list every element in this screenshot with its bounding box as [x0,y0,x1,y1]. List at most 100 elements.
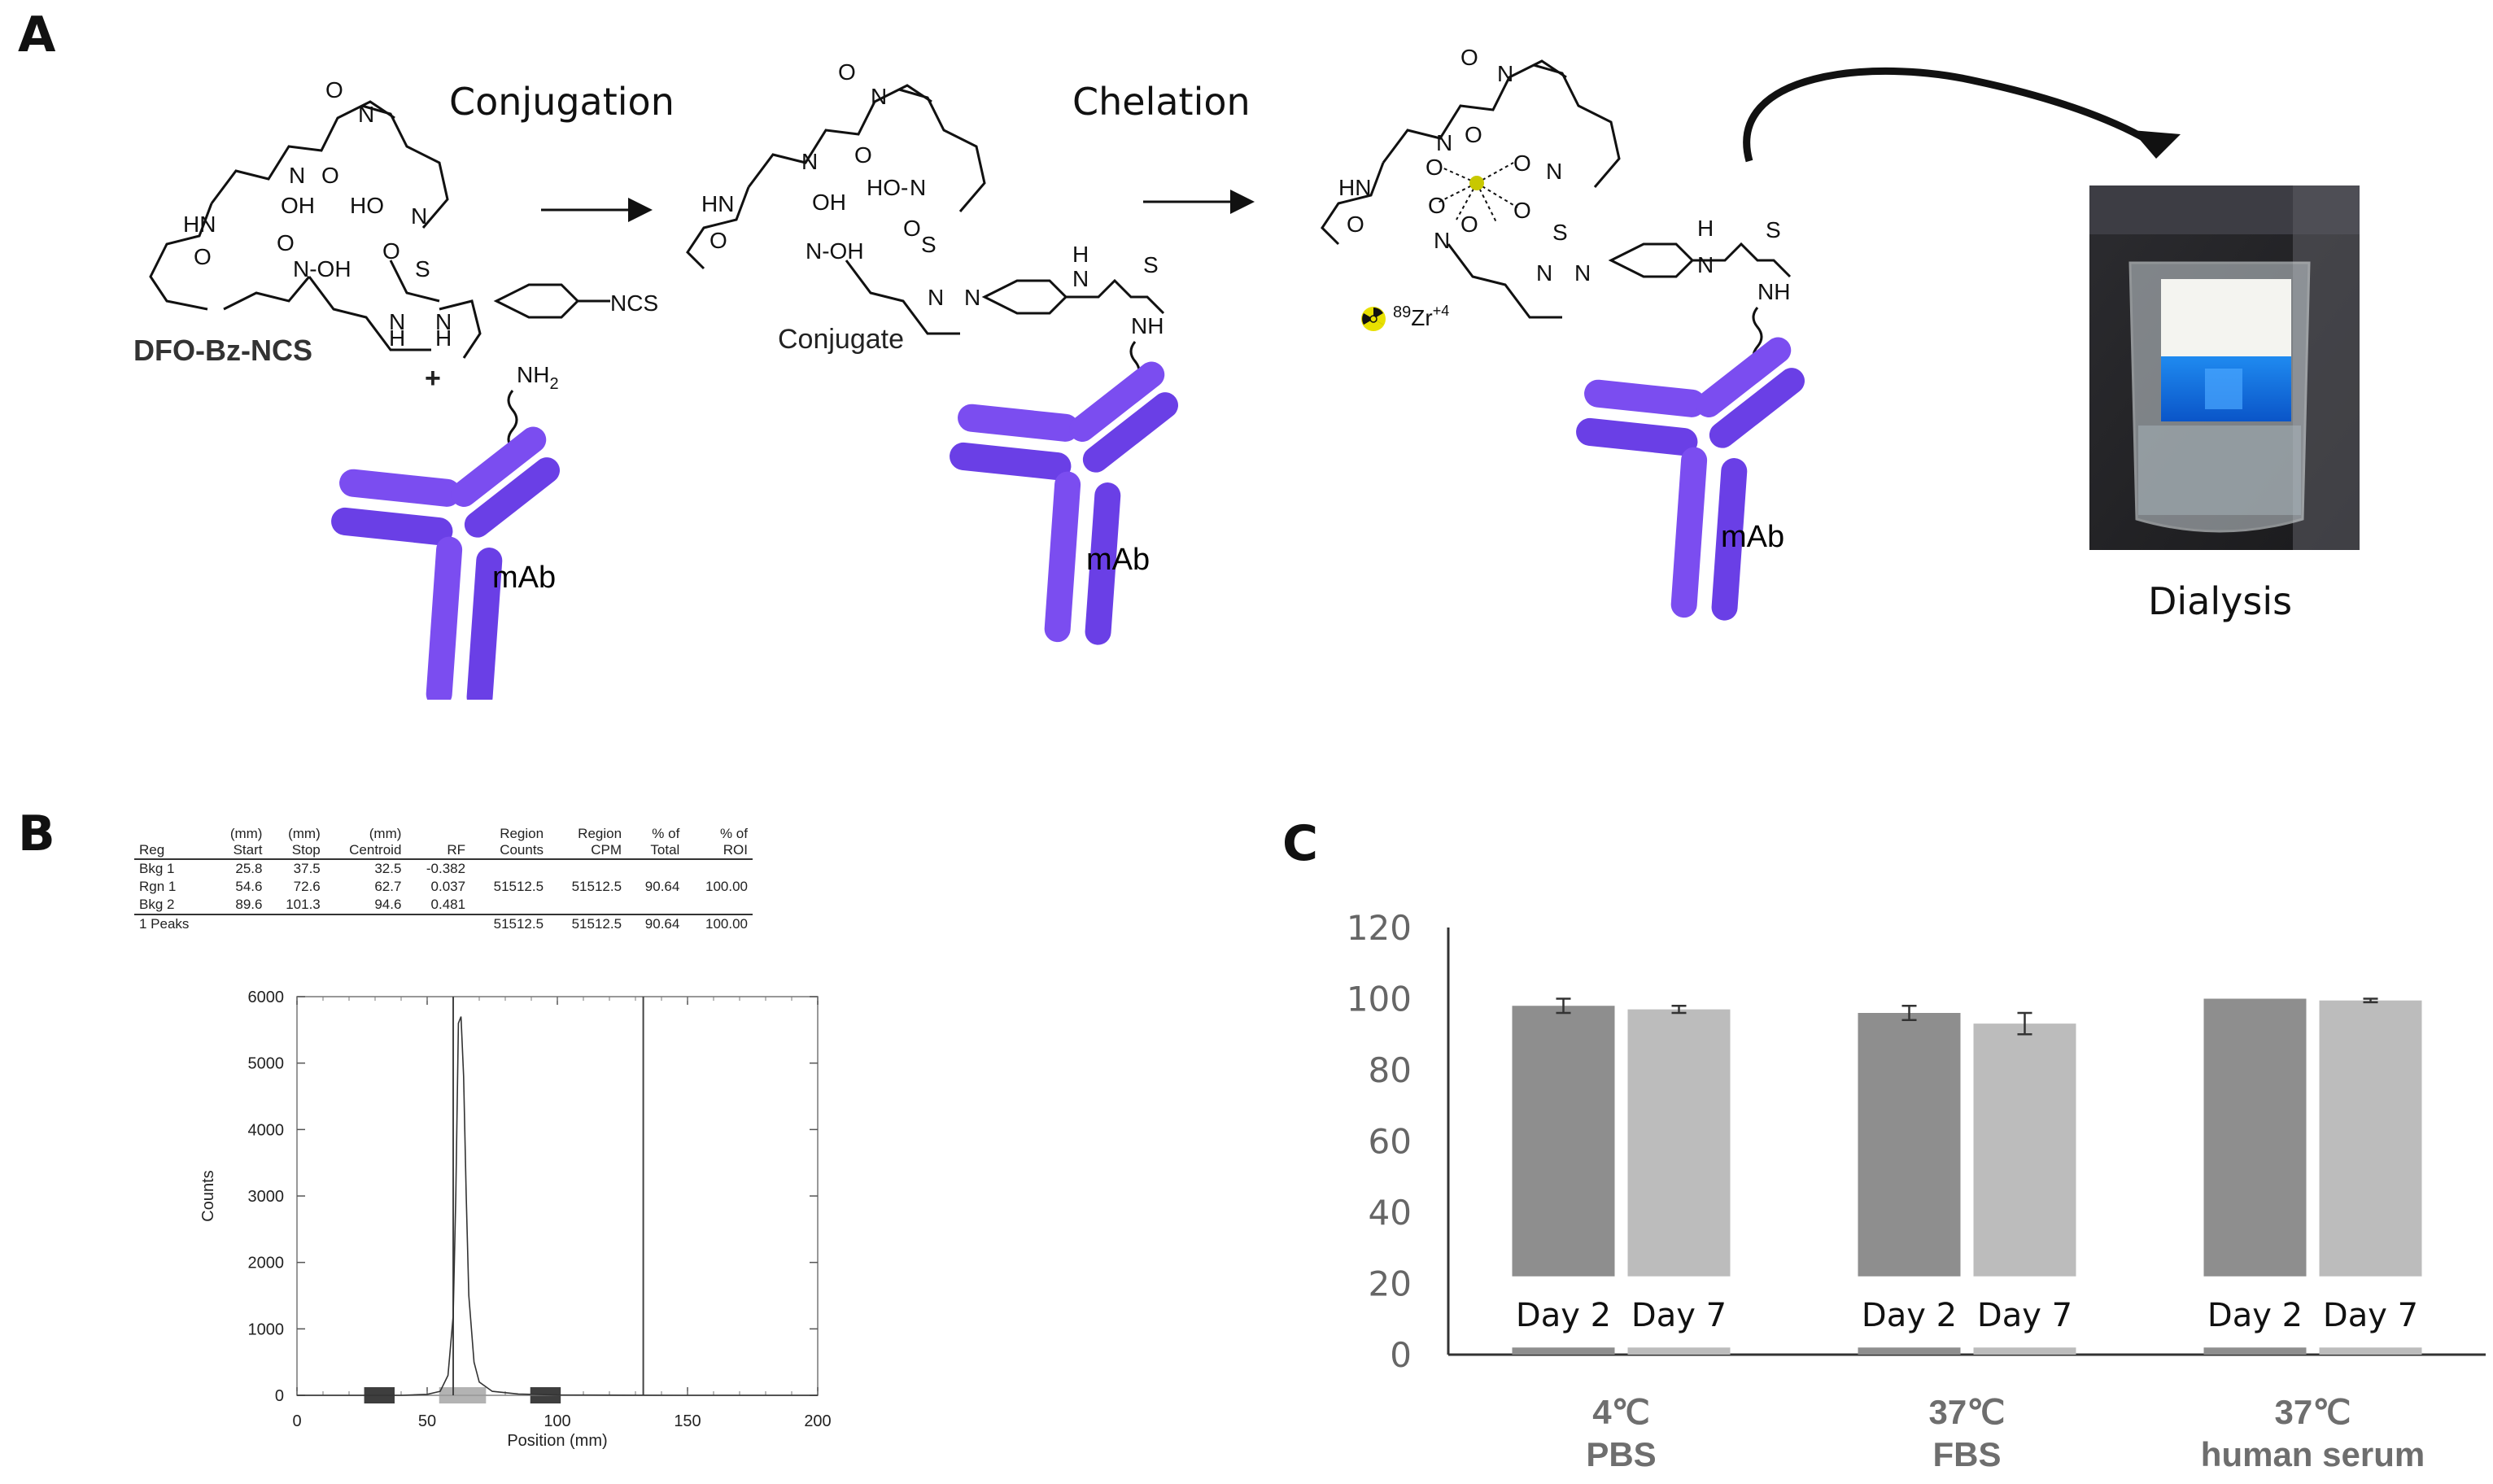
chem-h-4: H [1697,216,1714,241]
chem-nh-2: N [435,309,452,334]
tlc-table-cell [548,859,627,878]
tlc-y-axis-label: Counts [199,1170,217,1221]
tlc-region-table: Reg (mm) Start (mm) Stop (mm) Centroid RF Region… [134,826,753,933]
chem-nh-5: NH [1131,313,1164,338]
tlc-x-tick-label: 200 [804,1412,831,1430]
tlc-header-cell: (mm) Stop [288,826,321,858]
chem-o-7: O [854,142,872,168]
tlc-table-body: Bkg 1 25.8 37.5 32.5 -0.382 Rgn 1 54.6 72.6 62.7… [134,859,753,933]
conjugate-label: Conjugate [778,324,905,355]
chem-o-5: O [382,238,400,264]
chem-n-2: N [289,163,305,188]
chem-ho-2: HO- [867,175,908,200]
tlc-table-cell [684,859,753,878]
chem-hn-2: HN [701,191,734,216]
tlc-table-cell: 62.7 [374,879,402,894]
tlc-header-cell: (mm) Start [229,826,263,858]
chem-s-4: S [1552,220,1568,245]
chem-h-2: H [435,325,452,351]
chem-noh-2: N-OH [806,238,864,264]
ncs-label: NCS [610,290,658,316]
tlc-table-cell: 94.6 [374,897,402,912]
stab-series-label: Day 7 [2323,1297,2418,1334]
stab-series-label: Day 7 [1631,1297,1727,1334]
tlc-header-cell: RF [447,842,466,858]
chem-nh-8: NH [1757,279,1790,304]
curved-arrow-head [2132,130,2181,159]
chem-n-12: N [1697,252,1714,277]
panel-a-scheme: O N N O OH HO N HN O O N-OH O S N H N H … [149,45,2181,700]
mab-label-3: mAb [1721,520,1784,554]
tlc-table-cell: -0.382 [426,861,466,876]
curved-arrow [1743,67,2159,163]
tlc-table-cell: 0.481 [430,897,466,912]
panel-c-letter: C [1282,815,1319,872]
stab-y-tick-label: 60 [1369,1122,1412,1162]
stab-group-label-line1: 4℃ [1592,1393,1650,1431]
tlc-table-cell: 101.3 [286,897,321,912]
chem-n-10: N [1546,159,1562,184]
chem-o-3: O [194,244,212,269]
tlc-table-cell: 1 Peaks [134,914,212,933]
tlc-table-cell: 54.6 [235,879,263,894]
chem-o-2: O [321,163,339,188]
radioactive-icon [1361,307,1386,331]
stab-y-tick-label: 120 [1347,908,1412,948]
chem-nh-3: N [928,285,944,310]
chem-n-4: N [871,84,887,109]
tlc-table-cell [627,896,684,914]
tlc-y-tick-label: 4000 [248,1121,285,1139]
stab-group-label-line2: FBS [1933,1435,2002,1473]
tlc-table-cell: 72.6 [293,879,321,894]
chem-n-7: N [1072,266,1089,291]
zr-center [1469,176,1484,190]
chem-noh-1: N-OH [293,256,351,282]
chem-o-11: O [1465,122,1482,147]
chem-o-8: O [709,228,727,253]
chem-n-8: N [1497,61,1513,86]
tlc-table-cell [548,896,627,914]
tlc-y-tick-label: 2000 [248,1255,285,1272]
chem-n-11: N [1434,228,1450,253]
tlc-table-cell: 0.037 [430,879,466,894]
stab-y-tick-label: 40 [1369,1193,1412,1233]
tlc-table-row: Bkg 2 89.6 101.3 94.6 0.481 [134,896,753,914]
tlc-table-cell: Rgn 1 [139,879,177,894]
mab-label-1: mAb [492,561,556,595]
tlc-table-cell: 32.5 [374,861,402,876]
tlc-header-cell: % of ROI [719,826,748,858]
tlc-table-cell: 51512.5 [493,879,544,894]
stab-series-label: Day 2 [1862,1297,1957,1334]
tlc-table-cell: Bkg 2 [139,897,175,912]
chem-nh-7: N [1574,260,1591,286]
tlc-table-cell [627,859,684,878]
tlc-y-tick-label: 3000 [248,1188,285,1206]
stab-group-label-line2: human serum [2201,1435,2425,1473]
chem-hn-3: HN [1338,175,1371,200]
tlc-table-cell: 90.64 [644,879,680,894]
stab-group-label-line2: PBS [1586,1435,1656,1473]
chem-o-4: O [277,230,295,255]
chem-o-12: O [1426,155,1443,180]
tlc-x-tick-label: 100 [544,1412,570,1430]
dialysis-label: Dialysis [2148,579,2293,623]
tlc-x-tick-label: 150 [674,1412,701,1430]
tlc-trace [297,1016,818,1396]
stability-bar-chart: 0 20 40 60 80 100 120 Day 2 Day 7 4℃ PBS Day 2 Day 7… [1347,908,2486,1473]
antibody-3 [1574,332,1810,622]
dfo-structure-3 [1321,59,1792,319]
tlc-table-cell: 89.6 [235,897,263,912]
tlc-y-tick-label: 6000 [248,989,285,1006]
tlc-table-cell: 51512.5 [548,914,627,933]
isotope-label: 89Zr+4 [1393,303,1449,330]
chem-o-6: O [838,59,856,85]
stab-label-box [2195,1276,2315,1348]
tlc-table-cell: 51512.5 [571,879,622,894]
chem-hn-1: HN [183,212,216,237]
chem-nh-4: N [964,285,980,310]
tlc-table-cell: 100.00 [684,914,753,933]
chem-o-14: O [1428,193,1446,218]
chem-o-13: O [1513,151,1531,176]
reagent-label: DFO-Bz-NCS [133,334,312,367]
tlc-table-cell [406,914,471,933]
